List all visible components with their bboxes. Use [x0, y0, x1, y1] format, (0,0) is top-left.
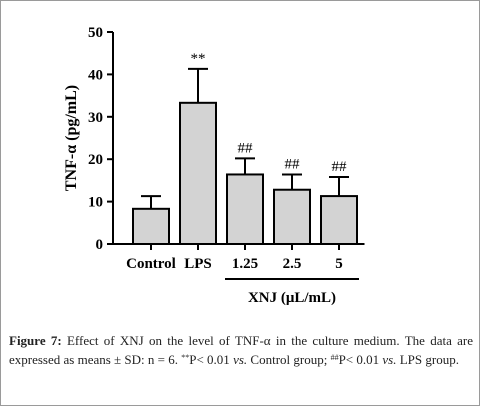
bar-4 [320, 195, 358, 245]
bar-3 [273, 188, 311, 245]
caption-text-5: LPS group. [396, 352, 459, 367]
caption-text-2: P< 0.01 [189, 352, 234, 367]
bar-chart: 0 10 20 30 40 50 TNF-α (pg/mL) Control LPS ** 1.25… [63, 25, 365, 306]
x-tick-label-2: 1.25 [232, 256, 258, 272]
caption-text-1: Effect of XNJ on the level of TNF-α in t… [9, 333, 473, 367]
y-tick-label-3: 30 [88, 110, 103, 126]
caption-vs-1: vs. [233, 352, 248, 367]
caption-vs-2: vs. [382, 352, 397, 367]
bar-0 [132, 207, 170, 245]
x-tick-label-1: LPS [184, 256, 212, 272]
caption-sup-1: ** [181, 353, 190, 362]
y-axis-label: TNF-α (pg/mL) [63, 85, 80, 191]
caption-sup-2: ## [330, 353, 339, 362]
y-tick-label-5: 50 [88, 25, 103, 41]
significance-label-3: ## [285, 156, 301, 172]
y-tick-label-4: 40 [88, 67, 103, 83]
significance-label-1: ** [191, 51, 206, 67]
y-tick-label-1: 10 [88, 195, 103, 211]
x-tick-label-4: 5 [335, 256, 343, 272]
y-tick-label-0: 0 [96, 237, 104, 253]
x-tick-label-3: 2.5 [283, 256, 302, 272]
caption-text-3: Control group; [247, 352, 331, 367]
caption-lead: Figure 7: [9, 333, 62, 348]
group-label: XNJ (μL/mL) [248, 290, 336, 306]
bar-2 [226, 173, 264, 246]
bar-1 [179, 101, 217, 245]
x-tick-label-0: Control [126, 256, 176, 272]
caption-text-4: P< 0.01 [338, 352, 383, 367]
significance-label-2: ## [238, 140, 254, 156]
figure-caption: Figure 7: Effect of XNJ on the level of … [9, 331, 473, 369]
significance-label-4: ## [332, 159, 348, 175]
y-tick-label-2: 20 [88, 152, 103, 168]
